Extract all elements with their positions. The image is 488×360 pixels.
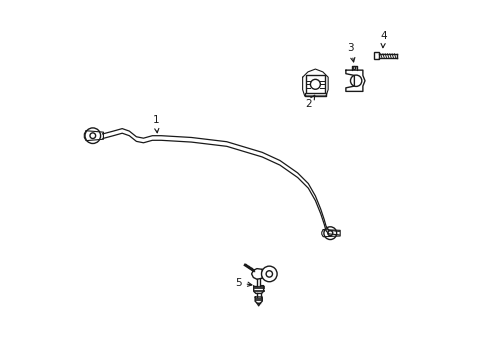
Text: 1: 1 (152, 115, 159, 133)
Bar (305, 76, 324, 93)
Text: 3: 3 (347, 42, 354, 62)
Circle shape (261, 266, 277, 282)
Text: 4: 4 (379, 31, 386, 48)
Circle shape (323, 227, 336, 239)
Text: 5: 5 (235, 278, 251, 288)
Text: 2: 2 (305, 95, 314, 109)
Bar (373, 53, 378, 59)
Circle shape (85, 128, 101, 144)
